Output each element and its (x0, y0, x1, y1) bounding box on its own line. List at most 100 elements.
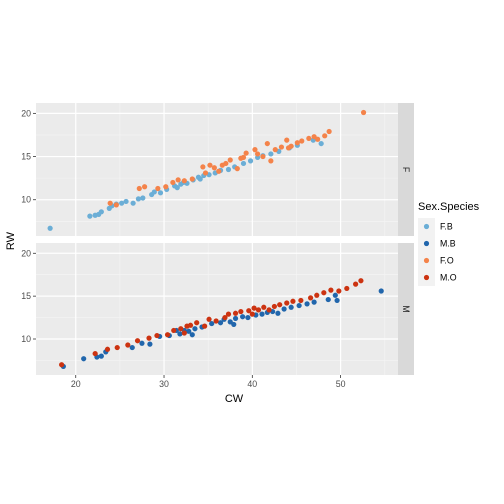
data-point (245, 314, 251, 321)
data-point (358, 278, 364, 284)
data-point (277, 302, 283, 308)
data-point (255, 151, 261, 157)
x-axis-title: CW (225, 393, 244, 405)
x-tick-label: 30 (159, 379, 169, 389)
data-point (216, 168, 222, 174)
data-point (154, 332, 160, 339)
data-point (119, 200, 125, 206)
data-point (175, 177, 181, 183)
data-point (59, 362, 65, 368)
data-point (238, 155, 244, 161)
y-axis: 10 15 20 10 15 20 (21, 108, 36, 344)
data-point (209, 320, 215, 327)
data-point (222, 314, 228, 321)
data-point (231, 321, 237, 328)
facet-strip-label: M (401, 305, 411, 312)
series-f-o (107, 109, 367, 208)
legend-swatch (423, 274, 430, 281)
data-point (252, 147, 258, 153)
data-point (288, 304, 294, 310)
x-tick-label: 50 (336, 379, 346, 389)
data-point (114, 344, 120, 351)
data-point (170, 179, 176, 186)
data-point (261, 304, 267, 310)
data-point (174, 185, 180, 191)
data-point (290, 298, 296, 304)
legend-title: Sex.Species (418, 201, 480, 213)
y-tick-label: 20 (21, 248, 31, 258)
legend-swatch (423, 240, 430, 247)
legend-label: F.B (440, 222, 453, 232)
data-point (135, 196, 142, 202)
data-point (266, 307, 272, 313)
data-point (318, 140, 324, 147)
facet-panel-m: M (36, 243, 414, 375)
facet-panel-f: F (36, 103, 414, 236)
data-point (164, 332, 171, 338)
data-point (200, 164, 206, 170)
data-point (197, 176, 203, 182)
data-point (192, 326, 198, 332)
data-point (328, 287, 334, 293)
data-point (247, 158, 254, 164)
data-point (92, 350, 98, 357)
data-point (344, 285, 350, 292)
data-point (249, 311, 255, 317)
data-point (240, 160, 247, 167)
x-tick-label: 40 (247, 379, 257, 389)
data-point (264, 140, 270, 147)
data-point (107, 200, 113, 206)
data-point (314, 292, 320, 298)
data-point (251, 305, 257, 311)
data-point (139, 340, 145, 346)
data-point (232, 315, 239, 322)
data-point (211, 165, 217, 171)
data-point (268, 151, 274, 157)
y-tick-label: 15 (21, 152, 31, 162)
data-point (271, 303, 277, 310)
data-point (325, 296, 331, 303)
data-point (123, 198, 129, 205)
data-point (255, 307, 262, 313)
legend: Sex.Species F.B M.B F.O M.O (418, 201, 480, 286)
data-point (378, 288, 384, 294)
data-point (284, 137, 290, 143)
data-point (157, 190, 164, 196)
y-tick-label: 10 (21, 195, 31, 205)
data-point (268, 158, 274, 164)
data-point (213, 318, 219, 324)
data-point (306, 135, 312, 142)
y-tick-label: 10 (21, 334, 31, 344)
data-point (334, 297, 340, 304)
series-m-o (59, 278, 364, 368)
data-point (225, 166, 232, 173)
data-point (147, 341, 153, 347)
data-point (227, 157, 233, 163)
data-point (260, 153, 266, 160)
data-point (336, 288, 342, 294)
data-point (181, 178, 187, 184)
y-tick-label: 20 (21, 108, 31, 118)
data-point (98, 209, 104, 215)
data-point (321, 290, 327, 296)
data-point (129, 344, 135, 351)
data-point (238, 308, 244, 315)
data-point (177, 331, 183, 337)
data-point (353, 281, 359, 287)
data-point (202, 170, 209, 176)
data-point (240, 314, 246, 320)
legend-label: F.O (440, 256, 454, 266)
data-point (125, 342, 131, 348)
data-point (234, 166, 240, 172)
facet-strip (398, 103, 414, 236)
data-point (189, 332, 195, 338)
facet-strip-label: F (401, 167, 411, 173)
panel-background (36, 243, 398, 375)
data-point (272, 147, 278, 153)
data-point (202, 323, 208, 329)
data-point (275, 310, 281, 316)
data-point (171, 327, 177, 334)
data-point (151, 189, 157, 195)
data-point (315, 136, 321, 142)
data-point (225, 311, 232, 317)
